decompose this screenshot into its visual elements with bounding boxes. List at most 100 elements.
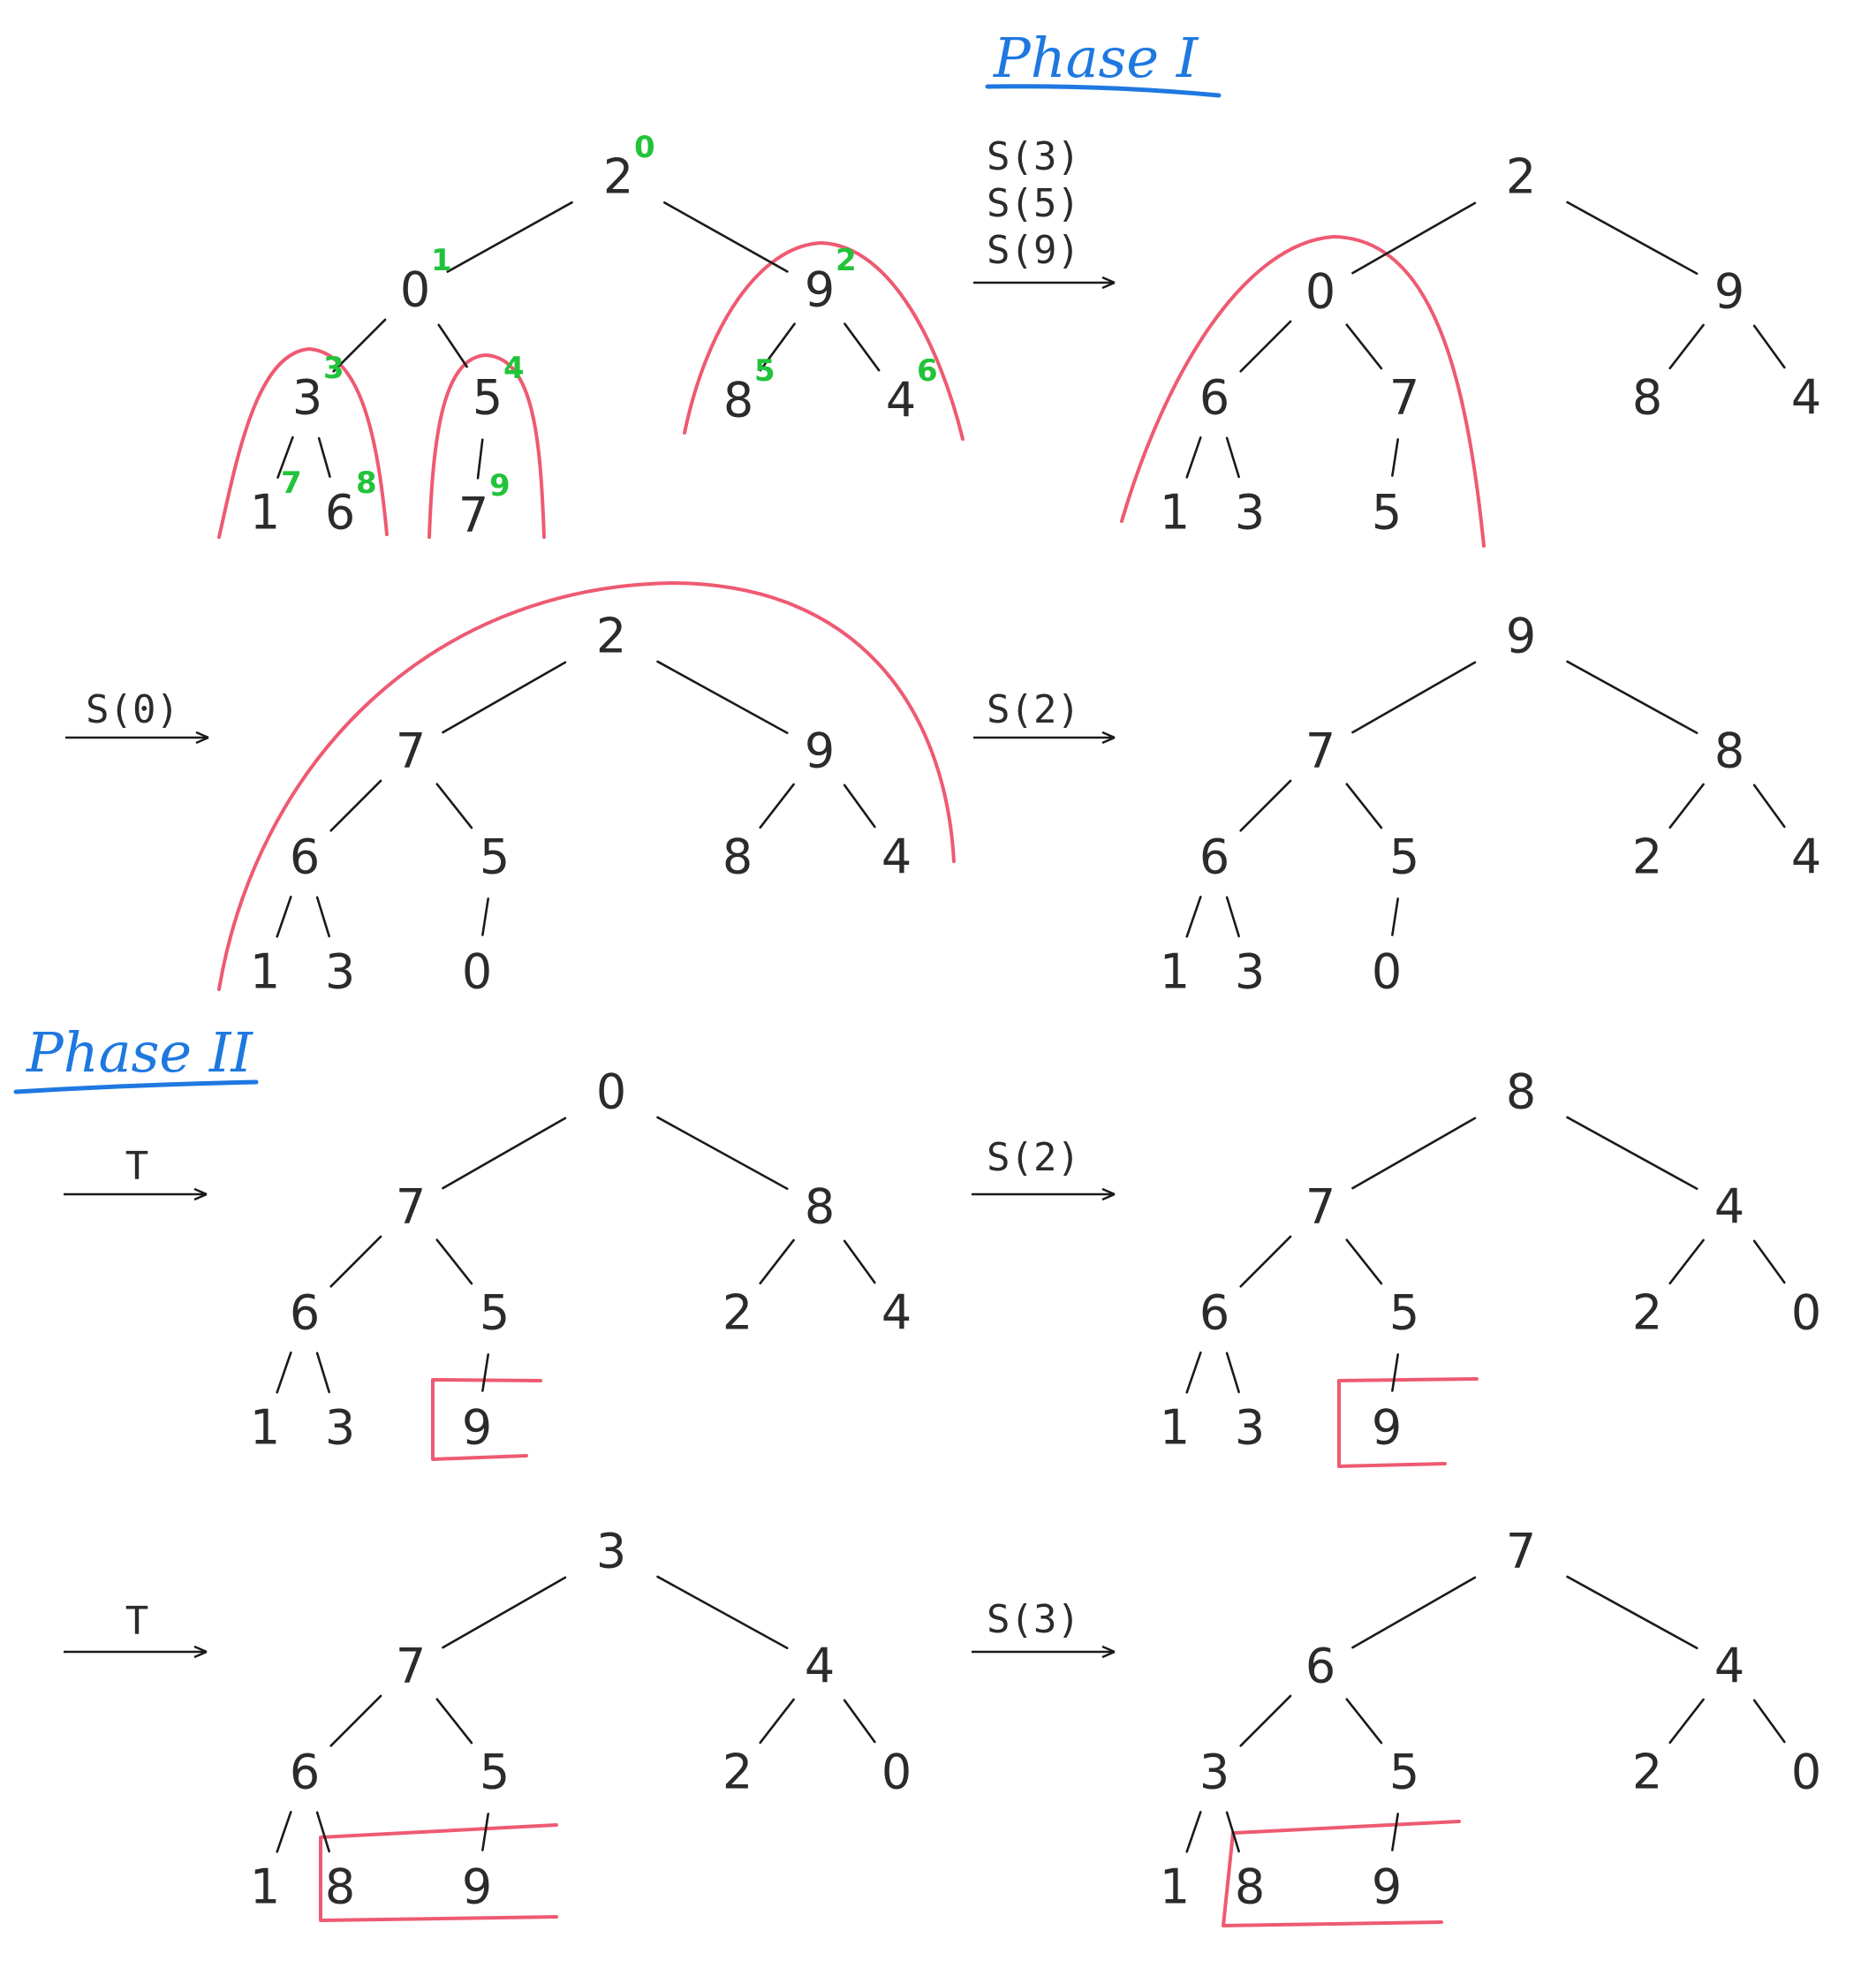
tree-edge: [442, 1576, 567, 1649]
tree-node: 5: [1389, 1285, 1419, 1341]
tree-edge: [656, 660, 789, 735]
sorted-box-3: [319, 1823, 558, 1922]
tree-edge: [435, 1698, 473, 1745]
tree-node: 8: [805, 1179, 835, 1235]
op-arrow-5: S(2): [972, 1135, 1116, 1201]
tree-edge: [759, 1698, 795, 1745]
tree-node: 1: [1160, 1400, 1190, 1456]
subheap-arc-node-0: [1120, 235, 1486, 548]
tree-node: 4: [886, 373, 916, 428]
tree-node: 0: [1791, 1745, 1821, 1800]
tree-node: 1: [1160, 944, 1190, 1000]
tree-node: 0: [596, 1064, 626, 1120]
tree-edge: [1225, 1811, 1240, 1853]
tree-edge: [1351, 1576, 1477, 1649]
tree-edge: [435, 1238, 473, 1285]
tree-node: 3: [1235, 944, 1265, 1000]
node-index-label: 1: [431, 243, 452, 278]
tree-edge: [1566, 201, 1698, 276]
tree-node: 3: [325, 1400, 355, 1456]
heap-tree-4: 9 7 8 6 5 2 4 1 3 0: [1160, 609, 1821, 1000]
tree-node: 8: [1235, 1859, 1265, 1915]
tree-node: 6: [1199, 1285, 1229, 1341]
tree-node: 5: [480, 1745, 510, 1800]
tree-edge: [1752, 1699, 1786, 1744]
subheap-arc-node-3: [217, 347, 389, 539]
tree-node: 8: [722, 829, 753, 885]
tree-edge: [843, 784, 876, 829]
tree-node: 2: [1632, 1285, 1662, 1341]
op-label-3: S(2): [987, 687, 1080, 732]
tree-edge: [1668, 323, 1705, 370]
tree-edge: [759, 1238, 795, 1285]
node-index-label: 7: [281, 466, 302, 501]
tree-edge: [1668, 1238, 1705, 1285]
tree-edge: [843, 1239, 876, 1284]
tree-edge: [1239, 1694, 1292, 1747]
tree-node: 2: [596, 609, 626, 664]
tree-node: 7: [1305, 723, 1335, 779]
tree-node: 2: [603, 149, 633, 205]
heap-tree-2: 2 0 9 6 7 8 4 1 3 5: [1160, 149, 1821, 541]
tree-edge: [1752, 1239, 1786, 1284]
tree-node: 7: [396, 1639, 426, 1694]
op-label-1c: S(9): [987, 228, 1080, 273]
tree-edge: [656, 1575, 789, 1650]
tree-node: 3: [292, 370, 322, 426]
phase-2-underline: [13, 1079, 259, 1094]
tree-node: 8: [723, 373, 753, 428]
tree-node: 6: [290, 1745, 320, 1800]
arrow-head-2: [195, 731, 209, 745]
tree-edge: [1668, 1698, 1705, 1745]
arrow-head-5: [1101, 1187, 1116, 1201]
phase-1-title: Phase I: [985, 26, 1222, 98]
tree-node: 9: [805, 723, 835, 779]
tree-node: 0: [1372, 944, 1402, 1000]
tree-edge: [1752, 784, 1786, 829]
tree-node: 1: [250, 1859, 280, 1915]
tree-edge: [1752, 324, 1786, 369]
tree-node: 9: [1372, 1859, 1402, 1915]
heap-tree-7: 3 7 4 6 5 2 0 1 8 9: [250, 1524, 912, 1915]
tree-node: 4: [1714, 1639, 1744, 1694]
op-arrow-1: S(3) S(5) S(9): [973, 134, 1116, 290]
tree-node: 4: [1714, 1179, 1744, 1235]
heap-arc-root: [217, 581, 956, 991]
heap-tree-5: 0 7 8 6 5 2 4 1 3 9: [250, 1064, 912, 1456]
tree-node: 5: [473, 370, 503, 426]
tree-edge: [1225, 896, 1240, 938]
tree-edge: [1351, 201, 1477, 275]
heap-tree-6: 8 7 4 6 5 2 0 1 3 9: [1160, 1064, 1821, 1456]
tree-edge: [1185, 436, 1202, 479]
tree-edge: [315, 896, 330, 938]
tree-node: 8: [1714, 723, 1744, 779]
tree-node: 4: [1791, 829, 1821, 885]
node-index-label: 4: [503, 351, 525, 386]
tree-node: 5: [480, 1285, 510, 1341]
op-label-4: T: [125, 1144, 149, 1189]
tree-edge: [843, 1699, 876, 1744]
tree-edge: [437, 323, 468, 368]
tree-edge: [315, 1811, 330, 1853]
tree-node: 7: [1305, 1179, 1335, 1235]
tree-node: 3: [1235, 485, 1265, 541]
tree-edge: [329, 779, 382, 832]
tree-edge: [1239, 1235, 1292, 1288]
arrow-head-6: [193, 1645, 208, 1659]
tree-node: 9: [462, 1859, 492, 1915]
phase-1-underline: [985, 84, 1222, 98]
tree-edge: [329, 1235, 382, 1288]
tree-edge: [276, 1811, 292, 1853]
arrow-head-7: [1101, 1645, 1116, 1659]
op-label-1a: S(3): [987, 134, 1080, 179]
tree-node: 2: [1506, 149, 1536, 205]
tree-edge: [1185, 1811, 1202, 1853]
tree-edge: [481, 897, 490, 936]
tree-node: 1: [1160, 485, 1190, 541]
tree-node: 4: [881, 1285, 912, 1341]
tree-edge: [1225, 436, 1240, 479]
node-index-label: 8: [356, 466, 377, 501]
tree-node: 3: [596, 1524, 626, 1579]
tree-node: 6: [290, 1285, 320, 1341]
